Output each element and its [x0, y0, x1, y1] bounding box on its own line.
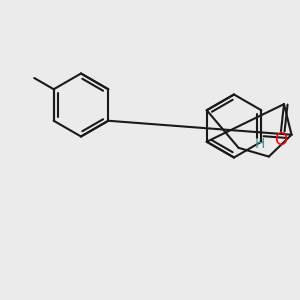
Text: H: H [255, 137, 265, 151]
Text: O: O [274, 131, 287, 149]
